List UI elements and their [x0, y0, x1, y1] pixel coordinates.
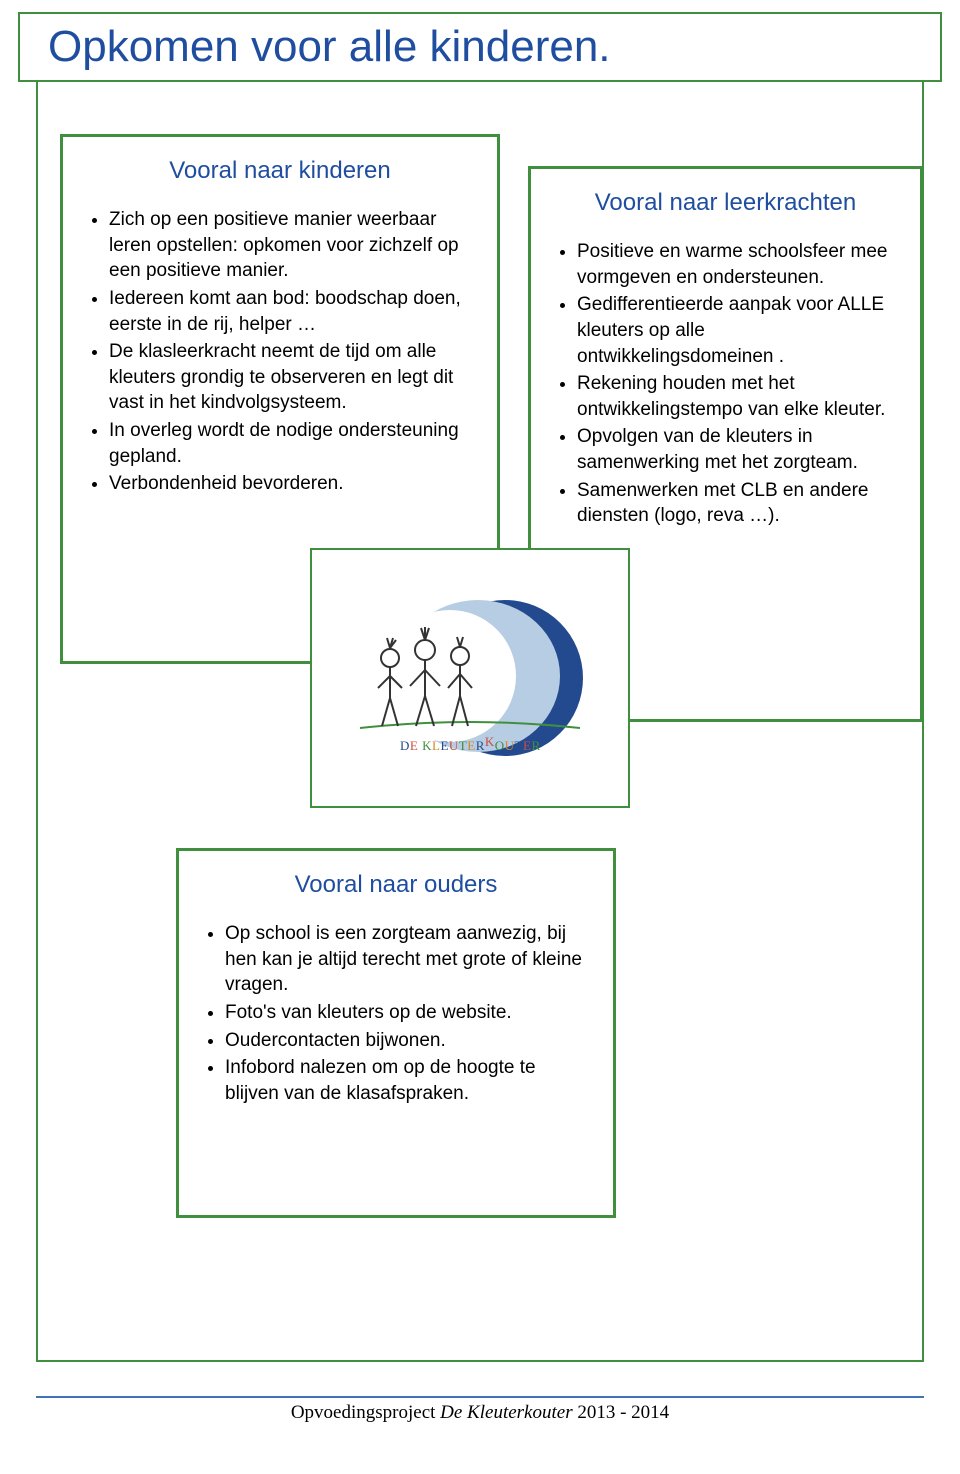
- list-item: Oudercontacten bijwonen.: [225, 1028, 589, 1054]
- footer-rule: [36, 1396, 924, 1398]
- footer-suffix: 2013 - 2014: [573, 1402, 670, 1423]
- box-kinderen-heading: Vooral naar kinderen: [87, 157, 473, 185]
- list-item: Op school is een zorgteam aanwezig, bij …: [225, 921, 589, 998]
- page-title: Opkomen voor alle kinderen.: [48, 22, 611, 72]
- list-item: In overleg wordt de nodige ondersteuning…: [109, 418, 473, 469]
- box-leerkrachten-heading: Vooral naar leerkrachten: [555, 189, 896, 217]
- list-item: De klasleerkracht neemt de tijd om alle …: [109, 339, 473, 416]
- list-item: Positieve en warme schoolsfeer mee vormg…: [577, 239, 896, 290]
- box-kinderen-list: Zich op een positieve manier weerbaar le…: [87, 207, 473, 497]
- list-item: Zich op een positieve manier weerbaar le…: [109, 207, 473, 284]
- list-item: Foto's van kleuters op de website.: [225, 1000, 589, 1026]
- footer-title: De Kleuterkouter: [440, 1402, 572, 1423]
- list-item: Rekening houden met het ontwikkelingstem…: [577, 371, 896, 422]
- box-ouders-list: Op school is een zorgteam aanwezig, bij …: [203, 921, 589, 1106]
- box-leerkrachten-list: Positieve en warme schoolsfeer mee vormg…: [555, 239, 896, 529]
- box-ouders-heading: Vooral naar ouders: [203, 871, 589, 899]
- list-item: Opvolgen van de kleuters in samenwerking…: [577, 424, 896, 475]
- title-band: Opkomen voor alle kinderen.: [18, 12, 942, 82]
- logo-frame: DE KLEUTERKOUTER: [310, 548, 630, 808]
- list-item: Gedifferentieerde aanpak voor ALLE kleut…: [577, 292, 896, 369]
- list-item: Iedereen komt aan bod: boodschap doen, e…: [109, 286, 473, 337]
- footer-prefix: Opvoedingsproject: [291, 1402, 440, 1423]
- list-item: Samenwerken met CLB en andere diensten (…: [577, 478, 896, 529]
- list-item: Verbondenheid bevorderen.: [109, 471, 473, 497]
- footer-text: Opvoedingsproject De Kleuterkouter 2013 …: [0, 1402, 960, 1424]
- list-item: Infobord nalezen om op de hoogte te blij…: [225, 1055, 589, 1106]
- box-ouders: Vooral naar ouders Op school is een zorg…: [176, 848, 616, 1218]
- logo-svg: DE KLEUTERKOUTER: [330, 568, 610, 788]
